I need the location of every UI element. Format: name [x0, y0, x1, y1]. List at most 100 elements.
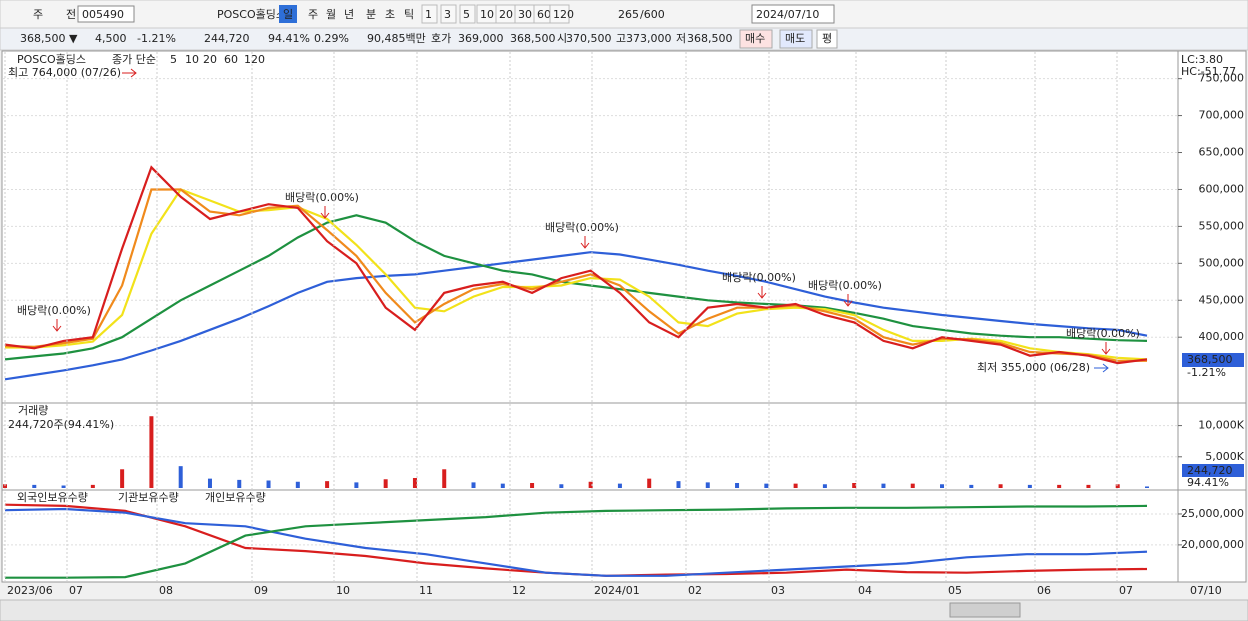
toolbar-text[interactable]: 일: [283, 7, 293, 21]
toolbar-text[interactable]: 주: [308, 8, 318, 21]
legend-entry: 20: [203, 53, 217, 66]
low-note: 최저 355,000 (06/28): [977, 361, 1090, 374]
dividend-arrow: [757, 286, 767, 299]
code-input[interactable]: [77, 5, 135, 23]
toolbar-text[interactable]: 분: [366, 8, 376, 21]
toolbar-text[interactable]: 265: [618, 8, 639, 21]
toolbar-text[interactable]: 10: [480, 8, 494, 21]
y-tick-label: 25,000,000: [1181, 507, 1244, 520]
x-tick-label: 2024/01: [594, 584, 640, 597]
dividend-arrow: [843, 294, 853, 307]
volume-bar: [500, 483, 505, 488]
volume-bar: [32, 484, 37, 488]
series-line: [4, 507, 1148, 577]
volume-bar: [178, 466, 183, 488]
volume-bar: [61, 485, 66, 488]
dividend-note: 배당락(0.00%): [545, 221, 619, 234]
y-tick-label: 600,000: [1199, 182, 1245, 195]
lc: LC:3.80: [1181, 53, 1223, 66]
order-btn[interactable]: [779, 29, 813, 49]
scrollbar[interactable]: [0, 599, 1248, 621]
order-btn[interactable]: [739, 29, 773, 49]
holdings-plot: [1, 489, 1179, 583]
interval-btn[interactable]: [421, 4, 438, 24]
toolbar-text[interactable]: 초: [385, 8, 395, 21]
toolbar-text[interactable]: 5: [463, 8, 470, 21]
toolbar-text[interactable]: 3: [444, 8, 451, 21]
toolbar-text[interactable]: 월: [326, 8, 336, 21]
high-arrow: [122, 68, 137, 78]
toolbar-text[interactable]: 30: [518, 8, 532, 21]
y-tick-label: 5,000K: [1205, 450, 1244, 463]
volume-bar: [705, 482, 710, 488]
toolbar-text[interactable]: 주: [33, 8, 43, 21]
volume-title: 거래량: [18, 404, 48, 417]
info-text: 373,000: [626, 32, 672, 45]
volume-bar: [1057, 484, 1062, 488]
last-price: 368,500: [1187, 353, 1233, 366]
info-text: 0.29%: [314, 32, 349, 45]
info-text: 고: [616, 32, 626, 45]
toolbar-text[interactable]: 120: [553, 8, 574, 21]
series-line: [4, 165, 1148, 365]
x-tick-label: 03: [771, 584, 785, 597]
series-line: [5, 504, 1148, 579]
dividend-arrow: [1101, 342, 1111, 355]
volume-note: 244,720주(94.41%): [8, 418, 114, 431]
info-bar: [0, 27, 1248, 51]
info-text: 368,500 ▼: [20, 32, 78, 45]
volume-bar: [559, 484, 564, 488]
volume-bar: [295, 481, 300, 488]
toolbar-text[interactable]: 년: [344, 8, 354, 21]
toolbar-text[interactable]: 틱: [404, 8, 414, 21]
info-text: 매도: [785, 32, 805, 45]
x-tick-label: 07: [1119, 584, 1133, 597]
info-text: 244,720: [204, 32, 250, 45]
last-price-box: [1182, 353, 1244, 367]
volume-bar: [764, 483, 769, 488]
volume-bar: [1086, 484, 1091, 488]
x-tick-label: 12: [512, 584, 526, 597]
x-tick-label: 07/10: [1190, 584, 1222, 597]
info-text: -1.21%: [137, 32, 176, 45]
period-selected[interactable]: [279, 5, 297, 23]
volume-bar: [617, 483, 622, 488]
toolbar-text[interactable]: 전: [66, 8, 76, 21]
toolbar-text[interactable]: 20: [499, 8, 513, 21]
toolbar-text[interactable]: 2024/07/10: [756, 8, 819, 21]
order-btn[interactable]: [816, 29, 838, 49]
volume-bar: [442, 469, 447, 488]
interval-btn[interactable]: [440, 4, 457, 24]
y-tick-label: 700,000: [1199, 109, 1245, 122]
toolbar-text[interactable]: POSCO홀딩스: [217, 8, 286, 21]
last-volume: 244,720: [1187, 464, 1233, 477]
toolbar-text[interactable]: /600: [640, 8, 665, 21]
legend-entry: 기관보유수량: [118, 491, 179, 504]
y-tick-label: 10,000K: [1198, 419, 1244, 432]
y-tick-label: 400,000: [1199, 330, 1245, 343]
volume-bar: [1115, 484, 1120, 488]
price-plot: [1, 50, 1179, 404]
y-tick-label: 500,000: [1199, 256, 1245, 269]
interval-btn[interactable]: [549, 4, 570, 24]
volume-bar: [90, 484, 95, 488]
volume-bar: [881, 483, 886, 488]
info-text: 시: [557, 32, 567, 45]
volume-bar: [471, 482, 476, 488]
interval-btn[interactable]: [459, 4, 476, 24]
x-tick-label: 10: [336, 584, 350, 597]
date-input[interactable]: [751, 4, 835, 24]
toolbar-text[interactable]: 60: [537, 8, 551, 21]
toolbar-text[interactable]: 005490: [82, 8, 124, 21]
legend-entry: 외국인보유수량: [17, 491, 88, 504]
volume-plot: [1, 402, 1179, 491]
toolbar-text[interactable]: 1: [425, 8, 432, 21]
volume-bar: [266, 480, 271, 488]
scroll-thumb[interactable]: [949, 602, 1021, 618]
info-text: 호가: [431, 32, 451, 45]
series-line: [4, 251, 1148, 381]
x-tick-label: 05: [948, 584, 962, 597]
info-text: 90,485백만: [367, 32, 426, 45]
volume-bar: [852, 483, 857, 488]
